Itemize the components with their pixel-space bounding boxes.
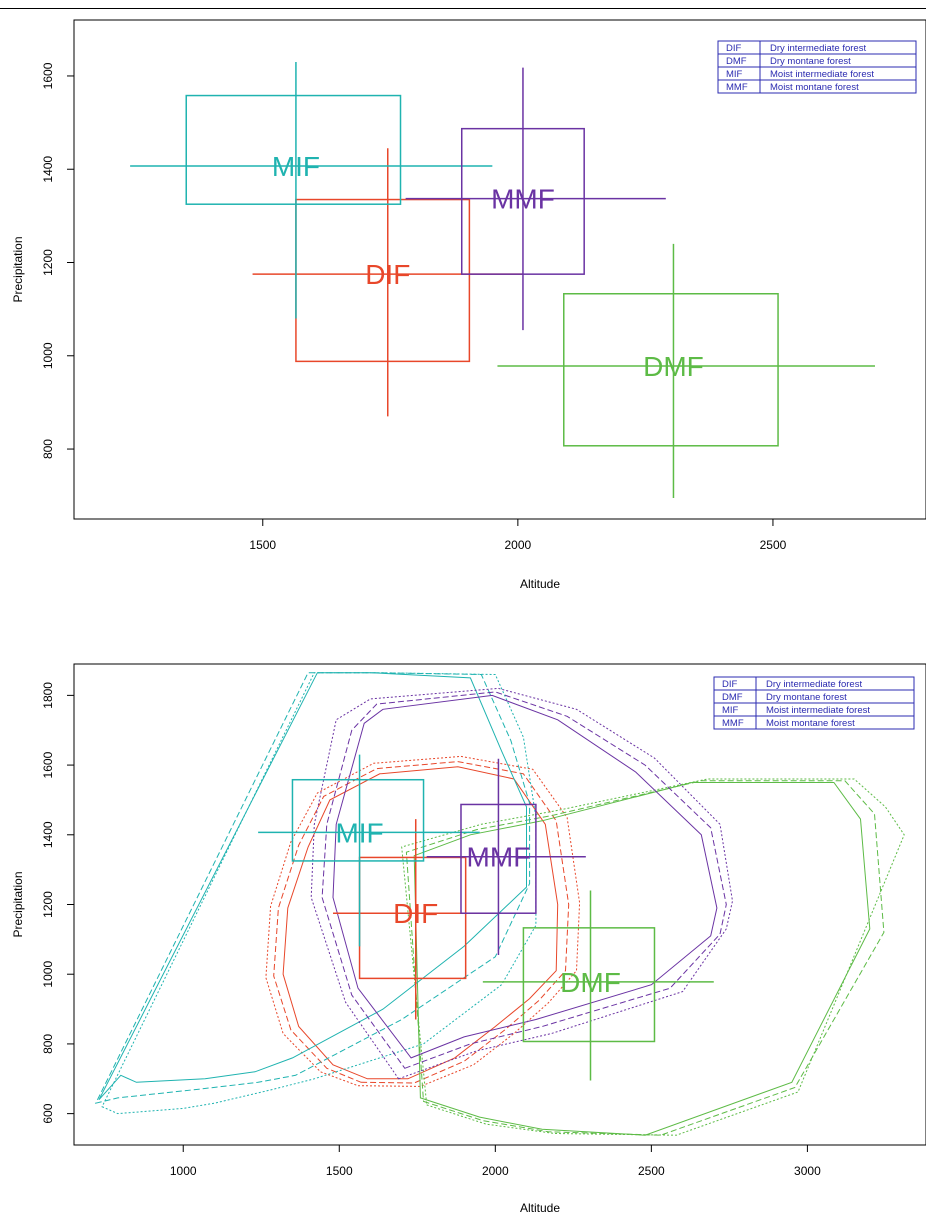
y-tick-label: 800 — [41, 1034, 55, 1054]
hull-mif-solid — [98, 672, 527, 1101]
group-label-dmf: DMF — [560, 967, 621, 998]
legend-code-mmf: MMF — [722, 718, 744, 729]
hull-mmf-dotted — [310, 687, 734, 1080]
y-tick-label: 1600 — [41, 751, 55, 778]
x-tick-label: 2500 — [638, 1164, 665, 1178]
hull-mif-dashed — [94, 672, 531, 1104]
chart-1-altitude-precipitation-boxes: 1500 2000 2500 800 1000 1200 1400 1600 Altitude P… — [11, 19, 926, 591]
y-axis-title: Precipitation — [11, 236, 25, 302]
hull-dif-dashed — [273, 761, 570, 1084]
group-label-mif: MIF — [335, 817, 383, 848]
x-tick-label: 1000 — [170, 1164, 197, 1178]
legend-code-mif: MIF — [722, 705, 739, 716]
box-mif — [185, 94, 402, 205]
y-tick-label: 1400 — [41, 821, 55, 848]
hull-mif-dotted — [101, 672, 537, 1115]
y-tick-label: 1800 — [41, 682, 55, 709]
legend-code-mif: MIF — [726, 69, 743, 80]
hull-dmf-dashed — [405, 780, 885, 1136]
top-border-line — [0, 8, 926, 9]
x-tick-label: 1500 — [249, 538, 276, 552]
hull-dif-solid — [282, 766, 559, 1080]
x-tick-label: 2000 — [482, 1164, 509, 1178]
x-tick-label: 2500 — [760, 538, 787, 552]
hull-dmf-dotted — [401, 778, 905, 1136]
legend-name-mmf: Moist montane forest — [770, 82, 859, 93]
y-tick-label: 1600 — [41, 62, 55, 89]
legend-name-dmf: Dry montane forest — [766, 692, 847, 703]
hull-mmf-dashed — [321, 691, 727, 1069]
legend-code-dmf: DMF — [726, 56, 747, 67]
plot-frame — [73, 663, 926, 1146]
x-axis-title: Altitude — [520, 1201, 560, 1215]
x-tick-label: 1500 — [326, 1164, 353, 1178]
group-label-dmf: DMF — [643, 351, 704, 382]
legend-name-dmf: Dry montane forest — [770, 56, 851, 67]
x-tick-label: 2000 — [505, 538, 532, 552]
box-dmf — [563, 293, 779, 447]
y-tick-label: 1000 — [41, 342, 55, 369]
chart-2-altitude-precipitation-hulls: 1000 1500 2000 2500 3000 600 800 1000 1200 1400 16… — [11, 663, 926, 1215]
y-tick-label: 800 — [41, 439, 55, 459]
y-tick-label: 1200 — [41, 891, 55, 918]
plot-frame — [73, 19, 926, 520]
hull-dmf-solid — [413, 782, 871, 1136]
legend-name-dif: Dry intermediate forest — [770, 43, 866, 54]
legend-name-mif: Moist intermediate forest — [766, 705, 870, 716]
group-label-mif: MIF — [272, 151, 320, 182]
y-tick-label: 1200 — [41, 249, 55, 276]
x-tick-label: 3000 — [794, 1164, 821, 1178]
legend-name-mmf: Moist montane forest — [766, 718, 855, 729]
legend-name-dif: Dry intermediate forest — [766, 679, 862, 690]
group-label-mmf: MMF — [491, 184, 555, 215]
legend-code-dmf: DMF — [722, 692, 743, 703]
hull-dif-dotted — [265, 755, 581, 1087]
group-label-dif: DIF — [365, 259, 410, 290]
y-tick-label: 600 — [41, 1103, 55, 1123]
legend-code-dif: DIF — [726, 43, 742, 54]
legend-code-mmf: MMF — [726, 82, 748, 93]
y-tick-label: 1000 — [41, 961, 55, 988]
box-mif — [291, 778, 425, 862]
box-dmf — [522, 927, 656, 1043]
group-label-dif: DIF — [393, 898, 438, 929]
y-axis-title: Precipitation — [11, 871, 25, 937]
legend-name-mif: Moist intermediate forest — [770, 69, 874, 80]
x-axis-title: Altitude — [520, 577, 560, 591]
y-tick-label: 1400 — [41, 156, 55, 183]
legend-code-dif: DIF — [722, 679, 738, 690]
group-label-mmf: MMF — [467, 842, 531, 873]
